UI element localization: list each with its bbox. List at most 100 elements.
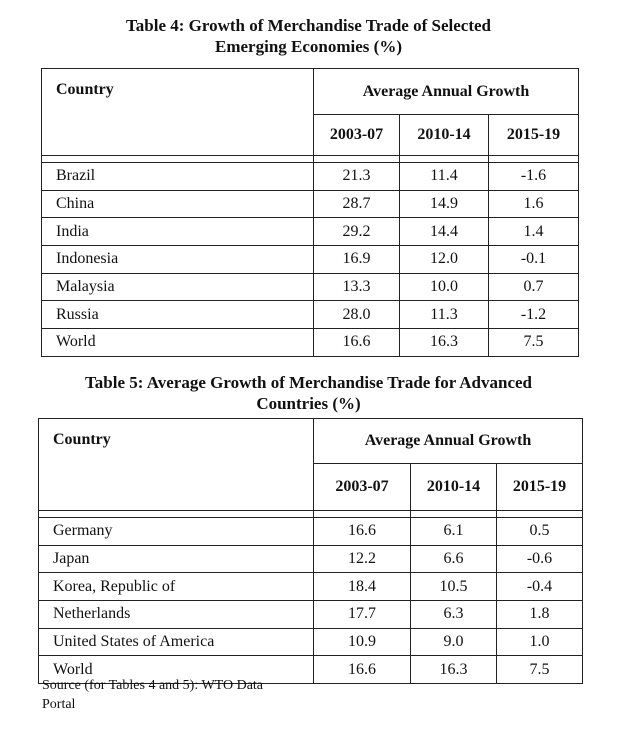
period-header: 2010-14	[410, 463, 497, 511]
spacer-cell	[496, 510, 583, 518]
spacer-cell	[488, 155, 579, 163]
value-cell: 12.0	[399, 245, 489, 274]
value-cell: 0.5	[496, 517, 583, 546]
value-cell: 28.0	[313, 300, 400, 329]
value-cell: 10.9	[313, 627, 411, 656]
value-cell: -0.1	[488, 245, 579, 274]
value-cell: 17.7	[313, 600, 411, 629]
country-cell: United States of America	[38, 627, 314, 656]
spacer-row	[38, 510, 583, 518]
value-cell: -0.4	[496, 572, 583, 601]
value-cell: 13.3	[313, 272, 400, 301]
period-header: 2015-19	[496, 463, 583, 511]
country-cell: Indonesia	[41, 245, 314, 274]
value-cell: -1.2	[488, 300, 579, 329]
table4: Country Average Annual Growth 2003-07 2010-…	[41, 68, 579, 357]
country-header: Country	[41, 68, 314, 156]
table5-caption: Table 5: Average Growth of Merchandise T…	[0, 372, 617, 414]
table4-caption-line1: Table 4: Growth of Merchandise Trade of …	[125, 16, 491, 35]
value-cell: 9.0	[410, 627, 497, 656]
table5-caption-line2: Countries (%)	[256, 394, 361, 413]
spacer-cell	[38, 510, 314, 518]
country-cell: World	[38, 655, 314, 685]
value-cell: 28.7	[313, 189, 400, 218]
table-row: Korea, Republic of 18.4 10.5 -0.4	[38, 572, 583, 601]
value-cell: 18.4	[313, 572, 411, 601]
source-line2: Portal	[42, 697, 76, 712]
value-cell: 7.5	[488, 328, 579, 357]
value-cell: 16.6	[313, 655, 411, 685]
table-row: World 16.6 16.3 7.5	[41, 328, 579, 357]
table-row: Netherlands 17.7 6.3 1.8	[38, 600, 583, 629]
group-header: Average Annual Growth	[313, 68, 579, 115]
value-cell: 16.3	[399, 328, 489, 357]
table4-caption-line2: Emerging Economies (%)	[215, 37, 402, 56]
country-cell: Netherlands	[38, 600, 314, 629]
country-cell: Russia	[41, 300, 314, 329]
spacer-cell	[313, 510, 411, 518]
table4-body: Country Average Annual Growth 2003-07 2010-…	[41, 68, 579, 357]
value-cell: 11.3	[399, 300, 489, 329]
value-cell: 10.0	[399, 272, 489, 301]
table-row: India 29.2 14.4 1.4	[41, 217, 579, 246]
value-cell: 10.5	[410, 572, 497, 601]
period-header: 2010-14	[399, 114, 489, 156]
header-row: Country Average Annual Growth	[38, 418, 583, 511]
table-row: Germany 16.6 6.1 0.5	[38, 517, 583, 546]
spacer-cell	[410, 510, 497, 518]
value-cell: 16.6	[313, 328, 400, 357]
period-header-row: 2003-07 2010-14 2015-19	[42, 114, 579, 156]
country-cell: India	[41, 217, 314, 246]
value-cell: 1.4	[488, 217, 579, 246]
value-cell: 11.4	[399, 162, 489, 191]
table5: Country Average Annual Growth 2003-07 2010-…	[38, 418, 583, 685]
table4-caption: Table 4: Growth of Merchandise Trade of …	[0, 15, 617, 57]
country-cell: Malaysia	[41, 272, 314, 301]
period-header: 2015-19	[488, 114, 579, 156]
table-row: Malaysia 13.3 10.0 0.7	[41, 272, 579, 301]
table5-caption-line1: Table 5: Average Growth of Merchandise T…	[84, 373, 533, 392]
country-cell: World	[41, 328, 314, 357]
table-row: Russia 28.0 11.3 -1.2	[41, 300, 579, 329]
source-line1: Source (for Tables 4 and 5): WTO Data	[42, 678, 264, 693]
value-cell: -0.6	[496, 544, 583, 573]
value-cell: 14.9	[399, 189, 489, 218]
table-row: Japan 12.2 6.6 -0.6	[38, 544, 583, 573]
country-cell: Brazil	[41, 162, 314, 191]
period-header: 2003-07	[313, 463, 411, 511]
spacer-cell	[313, 155, 400, 163]
value-cell: 6.6	[410, 544, 497, 573]
value-cell: 12.2	[313, 544, 411, 573]
value-cell: 14.4	[399, 217, 489, 246]
value-cell: 16.3	[410, 655, 497, 685]
table-row: Indonesia 16.9 12.0 -0.1	[41, 245, 579, 274]
header-row: Country Average Annual Growth	[41, 68, 579, 156]
period-header: 2003-07	[313, 114, 400, 156]
table-row: China 28.7 14.9 1.6	[41, 189, 579, 218]
country-cell: Germany	[38, 517, 314, 546]
value-cell: 16.9	[313, 245, 400, 274]
value-cell: 21.3	[313, 162, 400, 191]
country-cell: Japan	[38, 544, 314, 573]
value-cell: 16.6	[313, 517, 411, 546]
value-cell: 1.0	[496, 627, 583, 656]
group-header: Average Annual Growth	[313, 418, 583, 464]
value-cell: 29.2	[313, 217, 400, 246]
source-note: Source (for Tables 4 and 5): WTO Data Po…	[42, 676, 263, 714]
value-cell: 6.1	[410, 517, 497, 546]
table5-body: Country Average Annual Growth 2003-07 2010-…	[38, 418, 583, 685]
table-row: United States of America 10.9 9.0 1.0	[38, 627, 583, 656]
country-cell: China	[41, 189, 314, 218]
spacer-cell	[399, 155, 489, 163]
value-cell: 6.3	[410, 600, 497, 629]
value-cell: 7.5	[496, 655, 583, 685]
value-cell: -1.6	[488, 162, 579, 191]
spacer-row	[41, 155, 579, 163]
table-row: Brazil 21.3 11.4 -1.6	[41, 162, 579, 191]
value-cell: 0.7	[488, 272, 579, 301]
table-row: World 16.6 16.3 7.5	[38, 655, 583, 685]
spacer-cell	[41, 155, 314, 163]
country-cell: Korea, Republic of	[38, 572, 314, 601]
value-cell: 1.6	[488, 189, 579, 218]
value-cell: 1.8	[496, 600, 583, 629]
